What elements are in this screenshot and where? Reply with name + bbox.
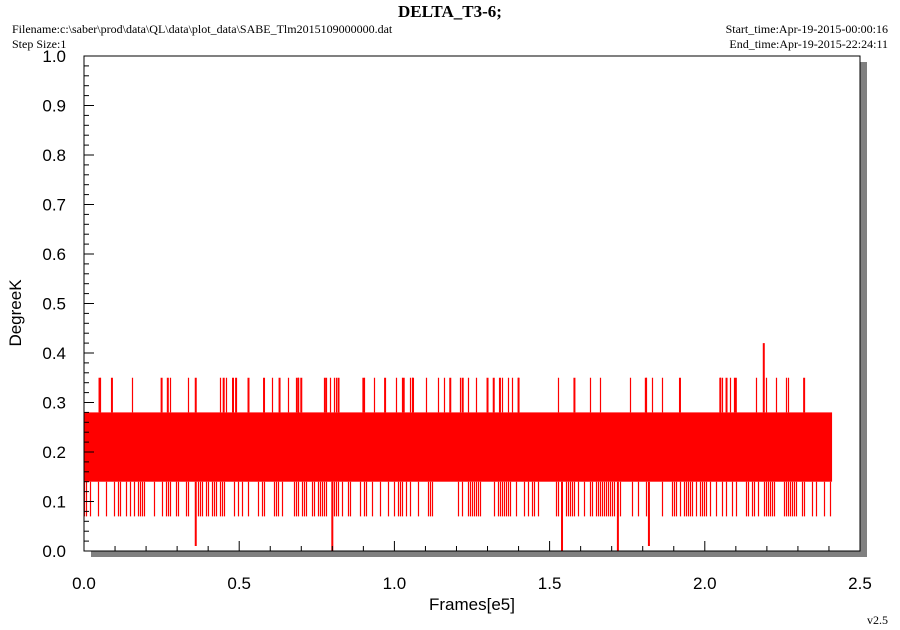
end-time-label: End_time:Apr-19-2015-22:24:11	[729, 37, 888, 51]
start-time-label: Start_time:Apr-19-2015-00:00:16	[725, 22, 888, 36]
plot-frame	[83, 55, 867, 557]
series-dense-band	[84, 412, 833, 482]
x-tick-label: 2.0	[693, 574, 717, 593]
chart-title: DELTA_T3-6;	[398, 2, 502, 21]
y-tick-label: 0.2	[42, 443, 66, 462]
y-tick-label: 0.8	[42, 146, 66, 165]
y-tick-label: 0.9	[42, 97, 66, 116]
y-tick-label: 0.3	[42, 394, 66, 413]
y-axis-label: DegreeK	[6, 279, 25, 347]
series-layer	[83, 343, 833, 551]
x-tick-label: 0.0	[72, 574, 96, 593]
step-size-label: Step Size:1	[12, 37, 67, 51]
y-tick-label: 0.7	[42, 196, 66, 215]
x-axis-label: Frames[e5]	[429, 595, 515, 614]
axes: 0.0 0.1 0.2 0.3 0.4 0.5 0.6 0.7 0.8 0.9 1.0 0.0 0.5 1…	[42, 47, 871, 593]
y-tick-label: 0.5	[42, 295, 66, 314]
y-tick-label: 0.6	[42, 245, 66, 264]
y-tick-label: 0.1	[42, 493, 66, 512]
y-tick-label: 0.4	[42, 344, 66, 363]
x-tick-label: 1.0	[383, 574, 407, 593]
x-tick-label: 0.5	[227, 574, 251, 593]
filename-label: Filename:c:\saber\prod\data\QL\data\plot…	[12, 22, 393, 36]
y-tick-label: 0.0	[42, 542, 66, 561]
x-tick-label: 2.5	[848, 574, 872, 593]
x-tick-label: 1.5	[538, 574, 562, 593]
y-tick-label: 1.0	[42, 47, 66, 66]
version-label: v2.5	[867, 613, 888, 627]
